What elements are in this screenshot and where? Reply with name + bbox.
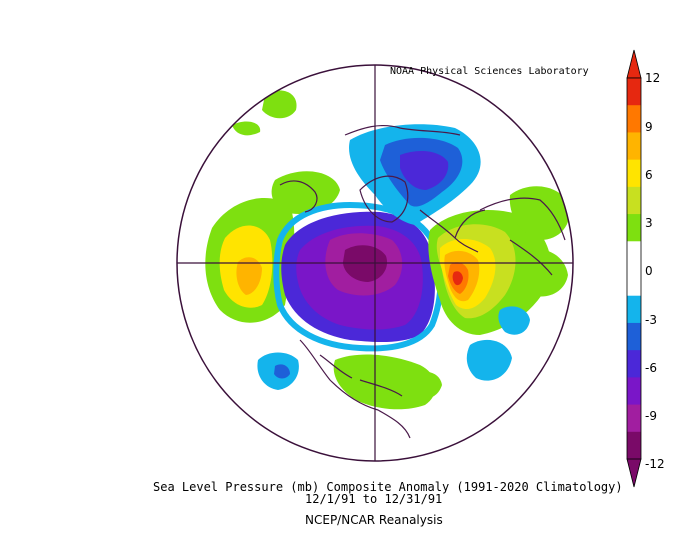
anomaly-east-asia-ridge-2: [520, 248, 568, 297]
colorbar-tick-3: 3: [645, 216, 653, 230]
colorbar-segment: [627, 214, 641, 242]
date-range: 12/1/91 to 12/31/91: [305, 492, 443, 506]
colorbar: [626, 49, 642, 488]
colorbar-segment: [627, 105, 641, 133]
colorbar-tick-neg3: -3: [645, 313, 657, 327]
anomaly-atlantic-ridge: [410, 371, 442, 399]
coastlines: [279, 124, 566, 439]
colorbar-segment: [627, 377, 641, 406]
colorbar-frame: [626, 77, 642, 460]
colorbar-tick-9: 9: [645, 120, 653, 134]
anomaly-blue-spot-3: [498, 306, 530, 335]
anomaly-atlantic-trough-inner: [400, 150, 449, 190]
coastline-europe: [419, 209, 486, 253]
coastline-alaska: [279, 180, 318, 213]
colorbar-tick-neg6: -6: [645, 361, 657, 375]
colorbar-segment: [627, 431, 641, 460]
anomaly-east-asia-ridge: [509, 186, 571, 240]
data-source: NCEP/NCAR Reanalysis: [305, 513, 443, 527]
colorbar-tick-neg12: -12: [645, 457, 665, 471]
colorbar-bottom-arrow: [626, 458, 642, 488]
colorbar-segment: [627, 78, 641, 106]
colorbar-top-arrow: [626, 49, 642, 79]
anomaly-pacific-edge: [232, 121, 261, 136]
colorbar-segment: [627, 159, 641, 188]
coastline-north-america: [299, 339, 411, 439]
coastline-greenland: [359, 175, 409, 223]
credit-label: NOAA Physical Sciences Laboratory: [390, 66, 589, 77]
colorbar-segments: [627, 78, 641, 460]
anomaly-blue-spot-2: [466, 339, 512, 381]
anomaly-field: [205, 90, 571, 410]
anomaly-blue-spot-1-core: [274, 364, 290, 379]
colorbar-tick-12: 12: [645, 71, 661, 85]
colorbar-segment: [627, 404, 641, 433]
anomaly-eurasia-high-core: [452, 271, 463, 286]
coastline-siberia: [344, 124, 461, 136]
colorbar-segment: [627, 186, 641, 215]
anomaly-bering-ridge: [262, 90, 297, 119]
colorbar-segment: [627, 268, 641, 297]
colorbar-tick-0: 0: [645, 264, 653, 278]
anomaly-na-ridge: [333, 354, 436, 410]
colorbar-tick-neg9: -9: [645, 409, 657, 423]
figure-title: Sea Level Pressure (mb) Composite Anomal…: [153, 480, 623, 494]
anomaly-pacific-high-inner: [236, 257, 262, 295]
coastline-asia: [479, 197, 566, 276]
colorbar-segment: [627, 295, 641, 324]
colorbar-segment: [627, 322, 641, 351]
colorbar-tick-6: 6: [645, 168, 653, 182]
colorbar-segment: [627, 241, 641, 269]
colorbar-segment: [627, 350, 641, 378]
anomaly-arctic-rim: [273, 201, 444, 352]
colorbar-segment: [627, 132, 641, 161]
